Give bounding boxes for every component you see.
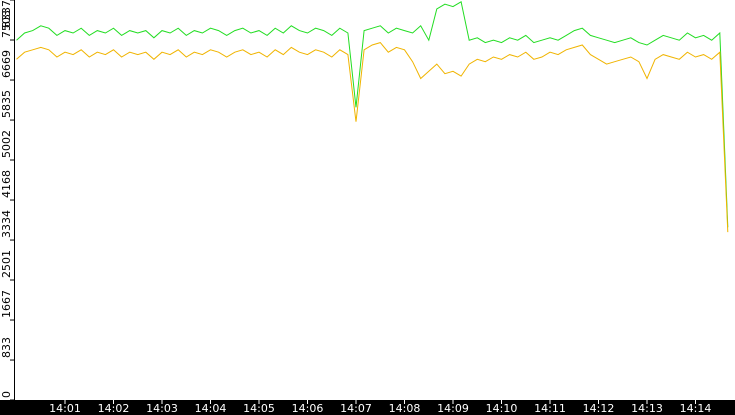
x-tick-label: 14:13 — [631, 402, 663, 415]
x-tick-label: 14:02 — [98, 402, 130, 415]
y-tick-label: 4168 — [0, 170, 13, 198]
y-tick-label: 7503 — [0, 10, 13, 38]
x-tick-label: 14:04 — [195, 402, 227, 415]
x-tick-label: 14:01 — [49, 402, 81, 415]
y-tick-label: 3334 — [0, 210, 13, 238]
x-tick-label: 14:14 — [680, 402, 712, 415]
y-tick-label: 833 — [0, 337, 13, 358]
y-tick-label: 2501 — [0, 250, 13, 278]
x-tick-label: 14:11 — [534, 402, 566, 415]
x-axis-band — [0, 400, 735, 415]
x-tick-label: 14:06 — [292, 402, 324, 415]
y-tick-label: 5002 — [0, 130, 13, 158]
x-tick-label: 14:03 — [146, 402, 178, 415]
x-tick-label: 14:10 — [486, 402, 518, 415]
x-tick-label: 14:05 — [243, 402, 275, 415]
y-tick-label: 5835 — [0, 90, 13, 118]
y-tick-label: 6669 — [0, 50, 13, 78]
x-tick-label: 14:07 — [340, 402, 372, 415]
series-line — [16, 1, 729, 228]
y-tick-label: 1667 — [0, 290, 13, 318]
series-line — [16, 42, 729, 233]
x-tick-label: 14:08 — [389, 402, 421, 415]
x-tick-label: 14:09 — [437, 402, 469, 415]
x-tick-label: 14:12 — [583, 402, 615, 415]
y-tick-label: 8337 — [0, 0, 13, 28]
y-tick-label: 0 — [0, 391, 13, 398]
